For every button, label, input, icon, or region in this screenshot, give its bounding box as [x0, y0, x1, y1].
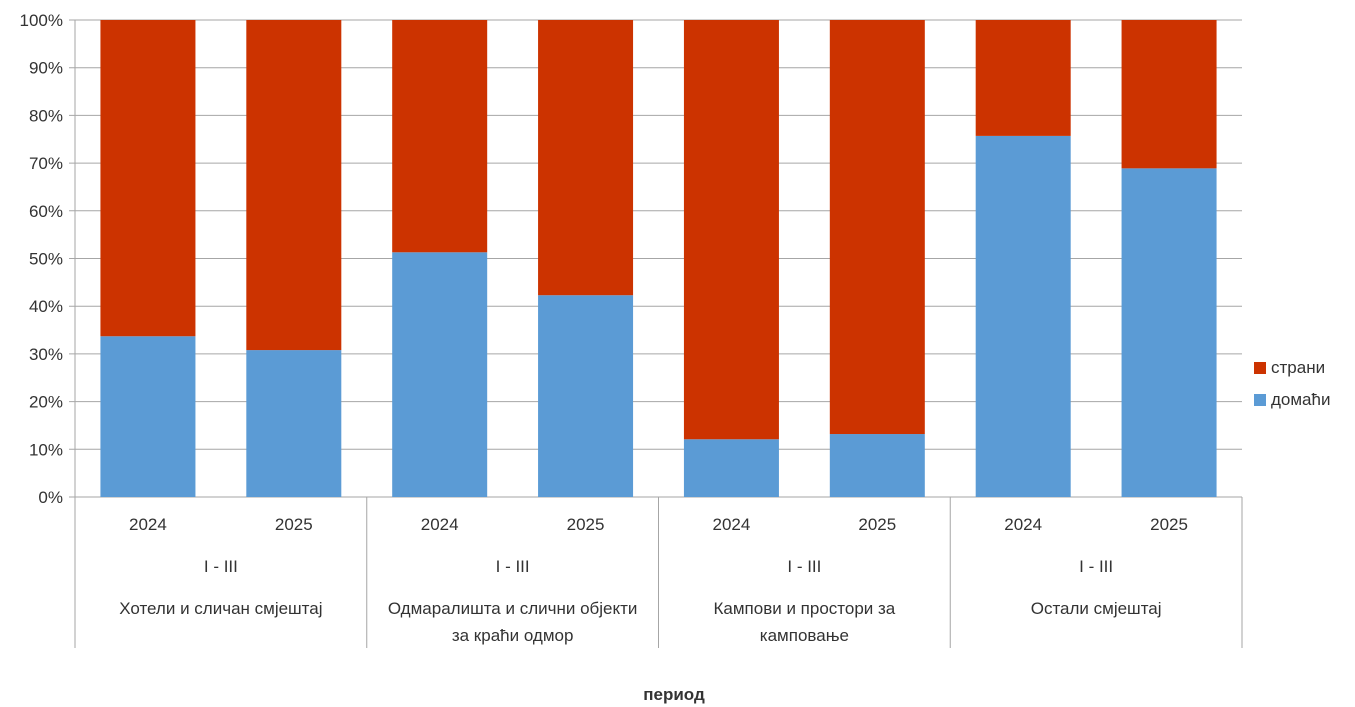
bar-domestic [538, 295, 634, 497]
bar-foreign [1121, 20, 1217, 169]
x-tick-label-year: 2025 [858, 515, 896, 534]
x-tick-label-year: 2024 [421, 515, 459, 534]
x-group-label: Остали смјештај [1031, 599, 1162, 618]
legend-label-domestic: домаћи [1271, 390, 1331, 409]
y-tick-label: 100% [20, 11, 63, 30]
bar-foreign [683, 20, 779, 440]
legend-label-foreign: страни [1271, 358, 1326, 377]
bar-domestic [392, 252, 488, 497]
x-group-label: Хотели и сличан смјештај [119, 599, 322, 618]
x-tick-label-year: 2025 [567, 515, 605, 534]
bar-foreign [538, 20, 634, 296]
bar-domestic [100, 336, 196, 497]
x-group-label: камповање [760, 626, 849, 645]
legend: страни домаћи [1254, 352, 1354, 416]
y-tick-label: 50% [29, 250, 63, 269]
x-axis: 2024 2025 2024 2025 2024 2025 2024 2025 I - III Х… [74, 497, 1243, 648]
x-tick-label-period: I - III [1079, 557, 1113, 576]
y-tick-label: 40% [29, 297, 63, 316]
bar-domestic [829, 434, 925, 497]
bar-foreign [100, 20, 196, 337]
bar-foreign [829, 20, 925, 435]
legend-item-domestic: домаћи [1254, 384, 1354, 416]
x-tick-label-year: 2024 [129, 515, 167, 534]
x-tick-label-period: I - III [787, 557, 821, 576]
bar-domestic [683, 439, 779, 497]
y-tick-label: 30% [29, 345, 63, 364]
legend-swatch-domestic [1254, 394, 1266, 406]
x-tick-label-period: I - III [496, 557, 530, 576]
bars [100, 20, 1217, 498]
bar-domestic [1121, 168, 1217, 498]
y-tick-label: 10% [29, 440, 63, 459]
legend-swatch-foreign [1254, 362, 1266, 374]
x-tick-label-year: 2025 [275, 515, 313, 534]
bar-domestic [246, 350, 342, 497]
x-axis-title: период [643, 685, 705, 704]
y-axis: 0% 10% 20% 30% 40% 50% 60% 70% 80% 90% 100% [20, 11, 76, 507]
y-tick-label: 70% [29, 154, 63, 173]
x-tick-label-period: I - III [204, 557, 238, 576]
x-tick-label-year: 2024 [1004, 515, 1042, 534]
y-tick-label: 80% [29, 106, 63, 125]
x-group-label: Одмаралишта и слични објекти [388, 599, 638, 618]
legend-item-foreign: страни [1254, 352, 1354, 384]
x-tick-label-year: 2024 [713, 515, 751, 534]
bar-domestic [975, 135, 1071, 497]
y-tick-label: 90% [29, 59, 63, 78]
bar-foreign [392, 20, 488, 253]
x-group-label: Кампови и простори за [713, 599, 895, 618]
y-tick-label: 20% [29, 393, 63, 412]
bar-foreign [975, 20, 1071, 136]
x-tick-label-year: 2025 [1150, 515, 1188, 534]
bar-foreign [246, 20, 342, 351]
x-group-label: за краћи одмор [452, 626, 574, 645]
y-tick-label: 0% [38, 488, 63, 507]
y-tick-label: 60% [29, 202, 63, 221]
